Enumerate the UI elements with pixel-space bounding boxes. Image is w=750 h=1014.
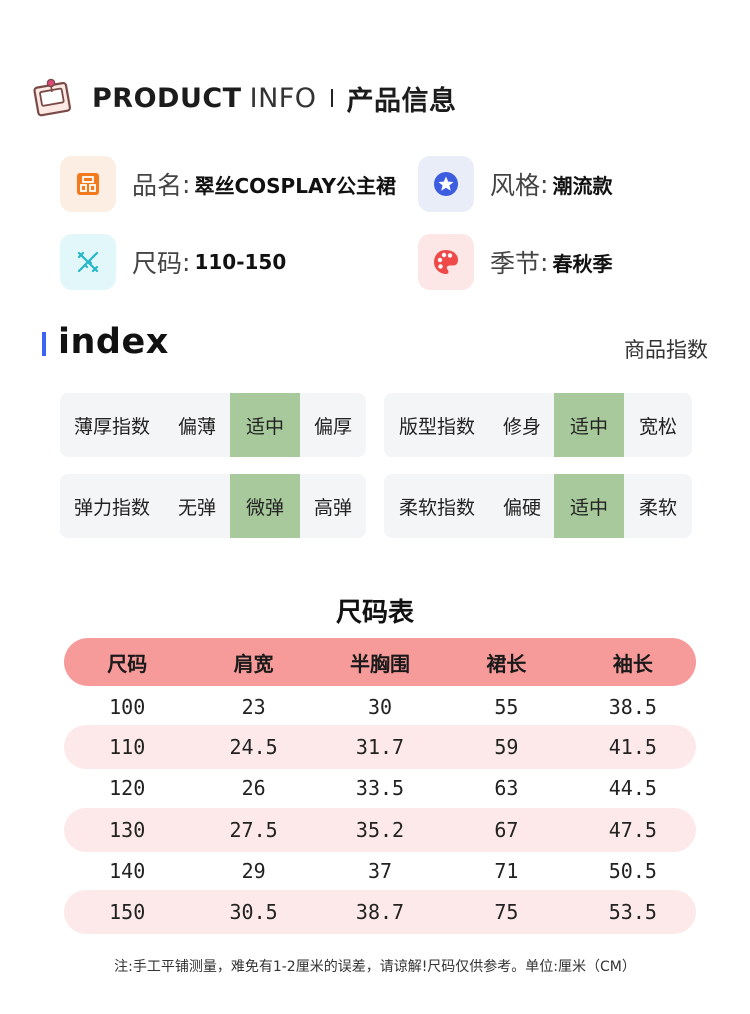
table-cell: 41.5: [608, 735, 657, 759]
index-option-selected: 适中: [554, 393, 624, 457]
index-row-label: 弹力指数: [73, 496, 150, 519]
header: PRODUCT INFO 产品信息: [30, 70, 457, 126]
info-colon: :: [182, 247, 191, 277]
index-title: index: [58, 322, 169, 362]
index-option: 高弹: [313, 496, 352, 519]
table-cell: 35.2: [355, 818, 405, 842]
info-colon: :: [540, 247, 549, 277]
table-cell: 30.5: [229, 900, 278, 924]
table-cell: 23: [241, 695, 266, 719]
table-row: 140 29 37 71 50.5: [64, 849, 696, 893]
index-option-selected: 适中: [230, 393, 300, 457]
size-table-header: 尺码 肩宽 半胸围 裙长 袖长: [64, 638, 696, 686]
table-cell: 38.7: [355, 900, 405, 924]
table-cell: 63: [494, 776, 519, 800]
index-row-softness: 柔软指数 偏硬 适中 柔软: [384, 474, 692, 538]
table-cell: 59: [494, 735, 519, 759]
table-cell: 30: [367, 695, 393, 719]
table-cell: 140: [109, 859, 146, 883]
table-cell: 130: [109, 818, 146, 842]
index-option: 偏厚: [313, 415, 352, 438]
info-icon-box: [60, 156, 116, 212]
info-label: 季节: [490, 249, 541, 278]
size-table-title: 尺码表: [335, 598, 414, 628]
table-row: 100 23 30 55 38.5: [64, 685, 696, 729]
table-cell: 27.5: [229, 818, 278, 842]
table-header-cell: 裙长: [486, 651, 527, 676]
index-option: 偏薄: [177, 415, 216, 438]
star-badge-icon: [434, 172, 458, 196]
index-subtitle: 商品指数: [624, 338, 708, 362]
table-cell: 44.5: [608, 776, 657, 800]
info-value: 潮流款: [552, 173, 613, 198]
info-item-size: 尺码 : 110-150: [60, 234, 286, 290]
index-row-fit: 版型指数 修身 适中 宽松: [384, 393, 692, 457]
table-cell: 110: [109, 735, 146, 759]
index-option: 宽松: [638, 415, 677, 438]
info-icon-box: [418, 234, 474, 290]
info-item-style: 风格 : 潮流款: [418, 156, 612, 212]
table-header-cell: 半胸围: [350, 651, 411, 676]
info-value: 翠丝COSPLAY公主裙: [194, 173, 396, 198]
table-cell: 31.7: [355, 735, 405, 759]
table-cell: 55: [494, 695, 519, 719]
table-header-cell: 尺码: [107, 651, 148, 676]
info-value: 110-150: [194, 250, 287, 274]
table-cell: 71: [494, 859, 519, 883]
photo-pin-icon: [33, 78, 72, 117]
table-cell: 47.5: [608, 818, 657, 842]
info-item-name: 品名 : 翠丝COSPLAY公主裙: [60, 156, 396, 212]
table-cell: 50.5: [608, 859, 657, 883]
table-cell: 150: [109, 900, 146, 924]
info-colon: :: [540, 169, 549, 199]
table-cell: 120: [109, 776, 146, 800]
index-row-label: 版型指数: [398, 415, 475, 438]
index-option-selected: 适中: [554, 474, 624, 538]
table-header-cell: 肩宽: [233, 651, 274, 676]
table-row: 150 30.5 38.7 75 53.5: [64, 890, 696, 934]
info-label: 尺码: [132, 249, 183, 278]
index-option: 修身: [502, 415, 541, 438]
table-header-cell: 袖长: [612, 651, 653, 676]
table-cell: 38.5: [608, 695, 657, 719]
info-colon: :: [182, 169, 191, 199]
info-item-season: 季节 : 春秋季: [418, 234, 612, 290]
index-option: 无弹: [177, 496, 216, 519]
table-row: 110 24.5 31.7 59 41.5: [64, 725, 696, 769]
table-cell: 26: [241, 776, 266, 800]
index-option: 柔软: [638, 496, 677, 519]
palette-icon: [434, 250, 458, 274]
table-cell: 53.5: [608, 900, 657, 924]
index-option: 偏硬: [502, 496, 541, 519]
table-cell: 33.5: [355, 776, 405, 800]
index-row-label: 柔软指数: [398, 496, 475, 519]
index-option-selected: 微弹: [230, 474, 300, 538]
info-icon-box: [60, 234, 116, 290]
header-title-bold: PRODUCT: [92, 82, 242, 114]
header-separator: [330, 89, 333, 107]
table-cell: 100: [109, 695, 146, 719]
table-cell: 37: [367, 859, 393, 883]
info-label: 品名: [132, 171, 183, 200]
table-cell: 67: [494, 818, 519, 842]
index-row-label: 薄厚指数: [73, 415, 150, 438]
header-title-light: INFO: [249, 82, 317, 114]
table-cell: 29: [241, 859, 266, 883]
table-row: 130 27.5 35.2 67 47.5: [64, 808, 696, 852]
ruler-pencil-icon: [77, 251, 99, 273]
tag-icon: [77, 173, 99, 195]
index-accent-bar: [42, 332, 46, 356]
info-value: 春秋季: [552, 251, 613, 276]
info-label: 风格: [490, 171, 541, 200]
measurement-note: 注:手工平铺测量，难免有1-2厘米的误差，请谅解!尺码仅供参考。单位:厘米（CM…: [114, 959, 636, 975]
table-row: 120 26 33.5 63 44.5: [64, 766, 696, 810]
index-row-thickness: 薄厚指数 偏薄 适中 偏厚: [60, 393, 366, 457]
header-title: PRODUCT INFO 产品信息: [92, 79, 457, 118]
table-cell: 24.5: [229, 735, 278, 759]
table-cell: 75: [494, 900, 519, 924]
index-row-elasticity: 弹力指数 无弹 微弹 高弹: [60, 474, 366, 538]
header-title-cn: 产品信息: [346, 85, 457, 117]
info-icon-box: [418, 156, 474, 212]
